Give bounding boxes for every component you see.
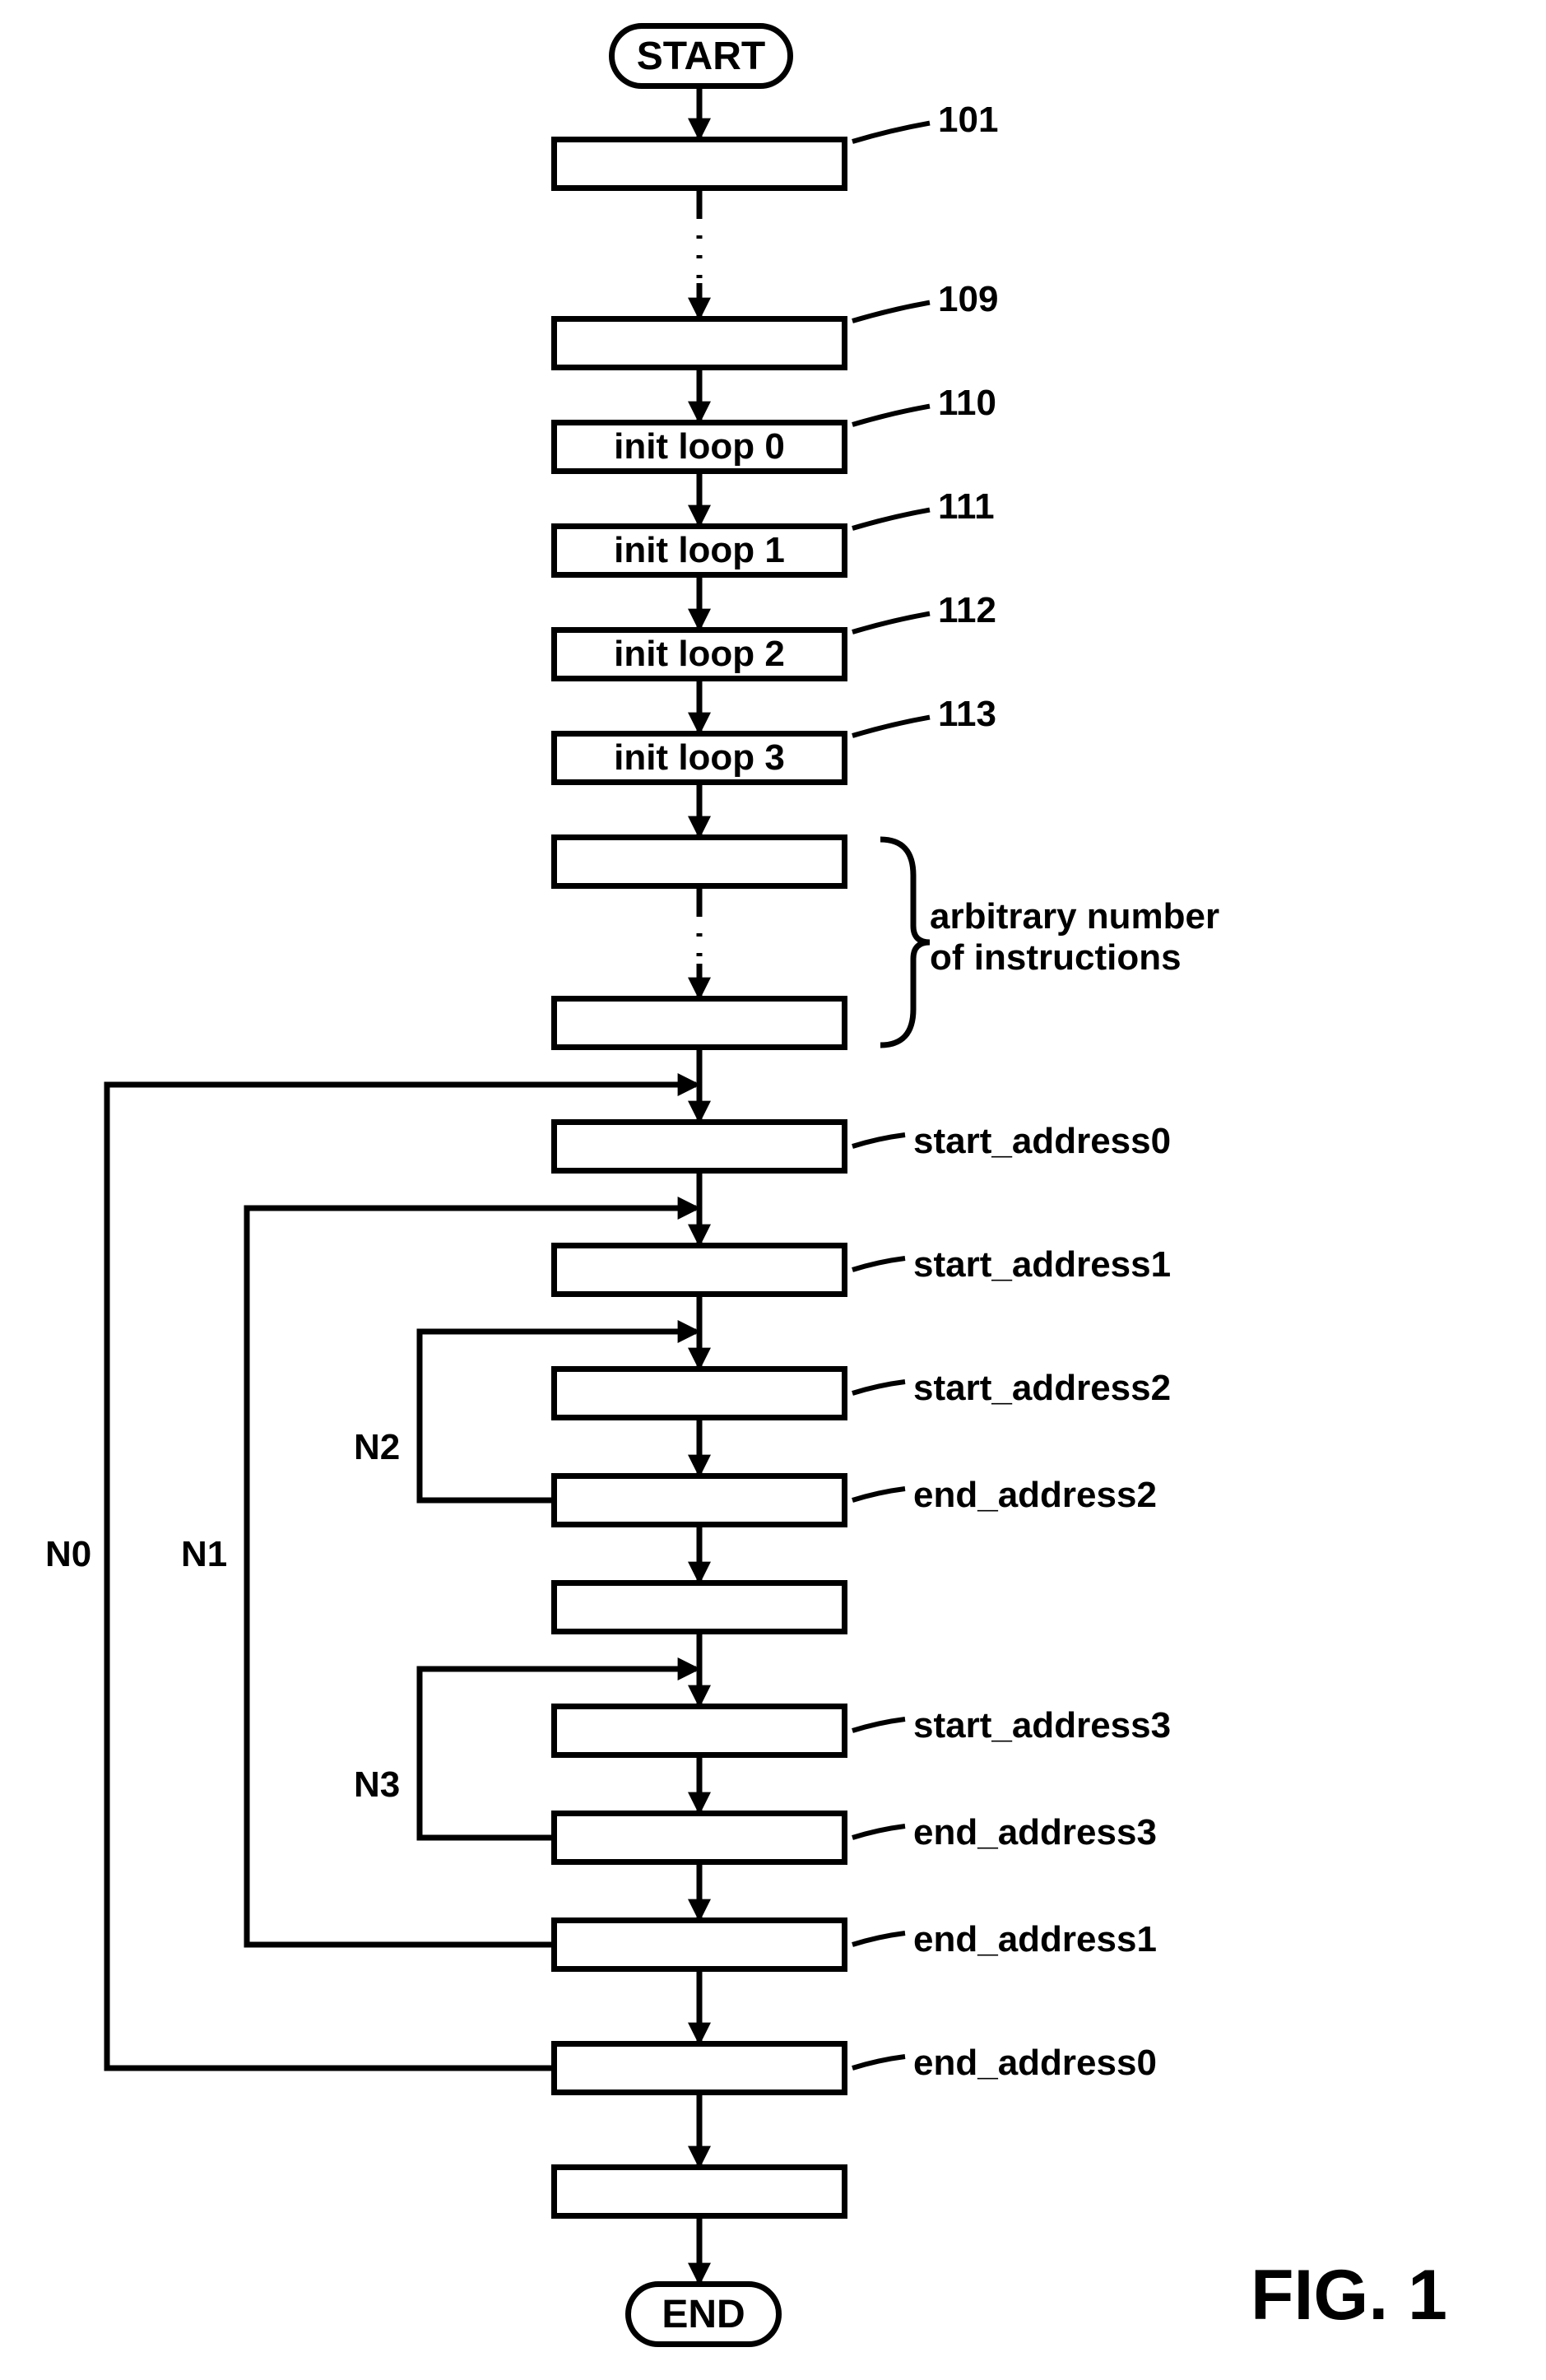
end-terminator: END (625, 2281, 782, 2347)
box-start_addr0 (551, 1119, 847, 1174)
side-start_addr2: start_address2 (913, 1368, 1171, 1409)
ref-109: 109 (938, 279, 998, 320)
brace-label-1: of instructions (930, 937, 1182, 978)
box-b111: init loop 1 (551, 523, 847, 578)
side-end_addr0: end_address0 (913, 2043, 1157, 2084)
loop-label-N3: N3 (354, 1764, 400, 1806)
flowchart-canvas: START END init loop 0 init loop 1 init loop … (0, 0, 1546, 2380)
figure-label: FIG. 1 (1251, 2255, 1447, 2336)
box-start_addr1 (551, 1243, 847, 1297)
side-end_addr2: end_address2 (913, 1475, 1157, 1516)
box-start_addr3 (551, 1704, 847, 1758)
box-b101 (551, 137, 847, 191)
box-b113: init loop 3 (551, 731, 847, 785)
box-mid_blank (551, 1580, 847, 1634)
box-end_addr1 (551, 1917, 847, 1972)
box-b112: init loop 2 (551, 627, 847, 681)
box-end_addr0 (551, 2041, 847, 2095)
loop-label-N2: N2 (354, 1427, 400, 1468)
box-end_addr3 (551, 1811, 847, 1865)
loop-label-N1: N1 (181, 1534, 227, 1575)
box-end_addr2 (551, 1473, 847, 1527)
side-start_addr1: start_address1 (913, 1244, 1171, 1285)
box-arb_top (551, 834, 847, 889)
ref-110: 110 (938, 383, 996, 424)
side-end_addr3: end_address3 (913, 1812, 1157, 1853)
ref-111: 111 (938, 486, 995, 528)
start-terminator: START (609, 23, 793, 89)
ref-113: 113 (938, 694, 996, 735)
side-start_addr3: start_address3 (913, 1705, 1171, 1746)
box-b110: init loop 0 (551, 420, 847, 474)
ref-112: 112 (938, 590, 996, 631)
box-final_blank (551, 2164, 847, 2219)
side-end_addr1: end_address1 (913, 1919, 1157, 1960)
box-b109 (551, 316, 847, 370)
box-arb_bot (551, 996, 847, 1050)
box-start_addr2 (551, 1366, 847, 1420)
ref-101: 101 (938, 100, 998, 141)
brace-label-0: arbitrary number (930, 896, 1219, 937)
side-start_addr0: start_address0 (913, 1121, 1171, 1162)
loop-label-N0: N0 (45, 1534, 91, 1575)
